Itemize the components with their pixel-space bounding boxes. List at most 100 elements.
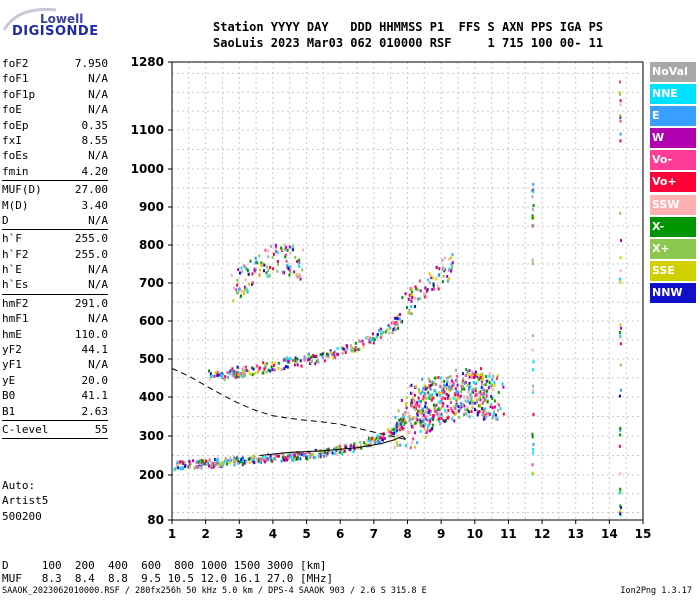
echo-point — [497, 408, 500, 412]
echo-point — [412, 424, 415, 428]
echo-point — [407, 297, 410, 301]
echo-point — [422, 418, 425, 422]
echo-point — [395, 421, 398, 425]
echo-point — [468, 381, 471, 385]
echo-point — [480, 382, 483, 386]
echo-point — [192, 459, 195, 463]
echo-point — [233, 375, 236, 379]
echo-point — [371, 439, 374, 443]
echo-point — [196, 460, 199, 464]
echo-point — [407, 430, 410, 434]
x-tick-label: 2 — [201, 527, 209, 541]
echo-point — [411, 441, 414, 445]
echo-point — [314, 455, 317, 459]
echo-point — [267, 249, 270, 253]
echo-point — [265, 458, 268, 462]
echo-point — [618, 394, 621, 398]
echo-point — [446, 404, 449, 408]
echo-point — [432, 283, 435, 287]
echo-point — [440, 397, 443, 401]
echo-point — [433, 388, 436, 392]
echo-point — [233, 459, 236, 463]
x-tick-label: 6 — [336, 527, 344, 541]
echo-point — [270, 459, 273, 463]
echo-point — [266, 274, 269, 278]
echo-point — [441, 388, 444, 392]
echo-point — [212, 461, 215, 465]
echo-point — [619, 103, 622, 107]
echo-point — [499, 407, 502, 411]
echo-point — [243, 459, 246, 463]
echo-point — [228, 461, 231, 465]
echo-point — [258, 268, 261, 272]
echo-point — [431, 395, 434, 399]
param-row: h`Es N/A — [2, 277, 108, 292]
echo-point — [395, 425, 398, 429]
echo-point — [439, 376, 442, 380]
param-row: D N/A — [2, 213, 108, 228]
echo-point — [269, 457, 272, 461]
echo-point — [301, 248, 304, 252]
echo-point — [383, 436, 386, 440]
echo-point — [360, 444, 363, 448]
echo-point — [314, 355, 317, 359]
echo-point — [355, 347, 358, 351]
echo-point — [381, 331, 384, 335]
echo-point — [237, 268, 240, 272]
echo-point — [455, 404, 458, 408]
echo-point — [228, 457, 231, 461]
echo-point — [245, 460, 248, 464]
echo-point — [450, 262, 453, 266]
echo-point — [399, 417, 402, 421]
echo-point — [430, 276, 433, 280]
echo-point — [455, 391, 458, 395]
echo-point — [396, 322, 399, 326]
echo-point — [413, 431, 416, 435]
echo-point — [493, 399, 496, 403]
param-value: N/A — [88, 213, 108, 227]
echo-point — [414, 407, 417, 411]
echo-point — [283, 367, 286, 371]
echo-point — [440, 380, 443, 384]
echo-point — [242, 366, 245, 370]
echo-point — [432, 381, 435, 385]
echo-point — [278, 454, 281, 458]
echo-point — [481, 398, 484, 402]
echo-point — [396, 314, 399, 318]
echo-point — [363, 443, 366, 447]
echo-point — [372, 337, 375, 341]
echo-point — [438, 267, 441, 271]
echo-point — [214, 458, 217, 462]
echo-point — [234, 372, 237, 376]
echo-point — [269, 454, 272, 458]
echo-point — [470, 373, 473, 377]
echo-point — [417, 396, 420, 400]
y-tick-label: 1280 — [131, 55, 164, 69]
echo-point — [394, 328, 397, 332]
echo-point — [270, 365, 273, 369]
echo-point — [618, 444, 621, 448]
echo-point — [283, 358, 286, 362]
echo-point — [276, 251, 279, 255]
echo-point — [223, 460, 226, 464]
echo-point — [287, 359, 290, 363]
echo-point — [249, 372, 252, 376]
param-key: hmE — [2, 327, 22, 341]
echo-point — [619, 512, 622, 516]
echo-point — [618, 80, 621, 84]
echo-point — [287, 452, 290, 456]
muf-table: D 100 200 400 600 800 1000 1500 3000 [km… — [2, 559, 333, 585]
echo-point — [291, 359, 294, 363]
echo-point — [273, 368, 276, 372]
echo-point — [243, 264, 246, 268]
echo-point — [210, 461, 213, 465]
echo-point — [232, 369, 235, 373]
echo-point — [427, 278, 430, 282]
echo-point — [327, 447, 330, 451]
echo-point — [424, 405, 427, 409]
echo-point — [312, 353, 315, 357]
echo-point — [495, 417, 498, 421]
echo-point — [436, 284, 439, 288]
echo-point — [301, 268, 304, 272]
